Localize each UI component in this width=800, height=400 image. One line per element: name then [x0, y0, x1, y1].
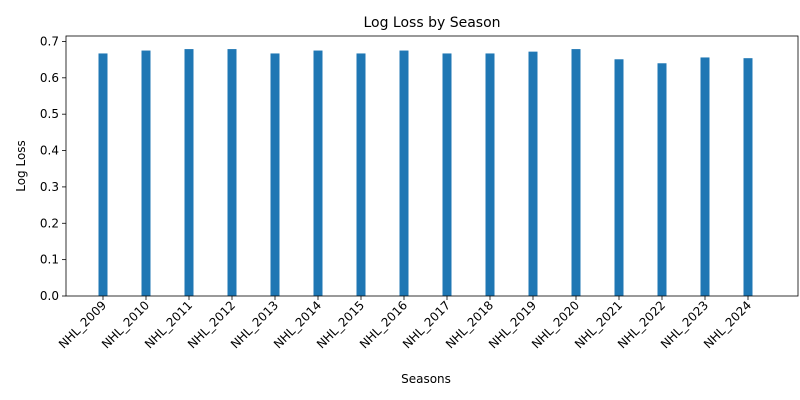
- bar-nhl-2019: [528, 51, 538, 296]
- y-tick-label: 0.4: [40, 144, 59, 158]
- bar-nhl-2018: [485, 53, 495, 296]
- chart-title: Log Loss by Season: [363, 15, 500, 31]
- bar-nhl-2017: [442, 53, 452, 296]
- y-tick-label: 0.6: [40, 71, 59, 85]
- bar-nhl-2023: [700, 57, 710, 296]
- bar-nhl-2013: [270, 53, 280, 296]
- x-axis: NHL_2009NHL_2010NHL_2011NHL_2012NHL_2013…: [56, 296, 754, 351]
- y-tick-label: 0.0: [40, 289, 59, 303]
- bar-nhl-2020: [571, 49, 581, 296]
- y-tick-label: 0.1: [40, 253, 59, 267]
- x-axis-label: Seasons: [401, 372, 451, 386]
- bars-group: [98, 49, 753, 296]
- bar-nhl-2014: [313, 50, 323, 296]
- bar-nhl-2021: [614, 59, 624, 296]
- y-tick-label: 0.3: [40, 180, 59, 194]
- bar-nhl-2012: [227, 49, 237, 296]
- y-axis: 0.0 0.1 0.2 0.3 0.4 0.5 0.6 0.7: [40, 34, 66, 303]
- y-tick-label: 0.7: [40, 34, 59, 48]
- bar-nhl-2009: [98, 53, 108, 296]
- bar-nhl-2016: [399, 50, 409, 296]
- bar-nhl-2022: [657, 63, 667, 296]
- y-tick-label: 0.2: [40, 216, 59, 230]
- bar-nhl-2015: [356, 53, 366, 296]
- plot-frame: [65, 35, 799, 297]
- bar-nhl-2024: [743, 58, 753, 296]
- y-tick-label: 0.5: [40, 107, 59, 121]
- bar-nhl-2011: [184, 49, 194, 296]
- y-axis-label: Log Loss: [14, 140, 28, 192]
- bar-nhl-2010: [141, 50, 151, 296]
